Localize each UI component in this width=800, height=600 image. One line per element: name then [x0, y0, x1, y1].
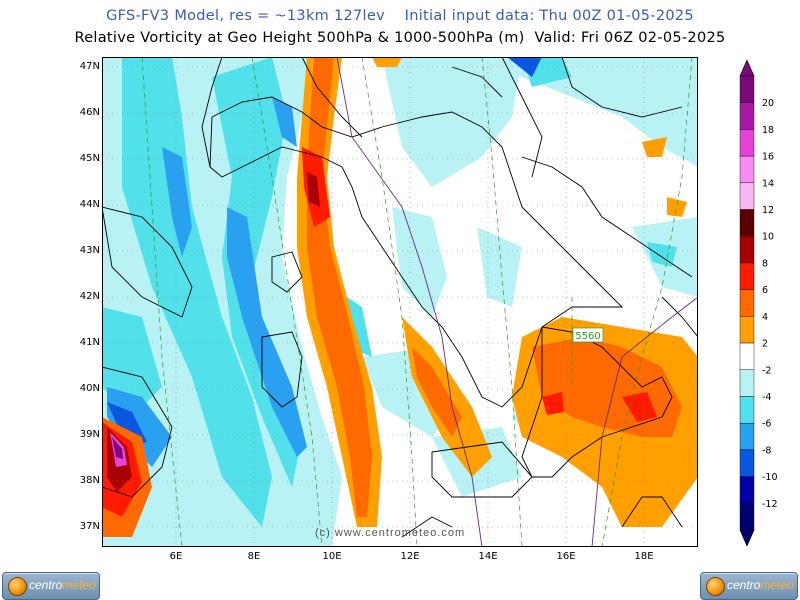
lon-label: 16E	[556, 551, 576, 562]
positive-vorticity-fields	[102, 57, 698, 537]
colorbar-segment	[739, 102, 755, 130]
colorbar-label: 6	[762, 285, 768, 296]
lon-label: 12E	[400, 551, 420, 562]
lat-label: 39N	[79, 429, 100, 440]
colorbar-segment	[739, 422, 755, 451]
lat-label: 37N	[79, 521, 100, 532]
colorbar-label: 20	[762, 98, 774, 109]
colorbar-label: 2	[762, 339, 768, 350]
colorbar-bottom-arrow	[739, 529, 755, 547]
forecast-map: 5560	[102, 57, 698, 547]
centrometeo-logo-right: centrometeo	[700, 572, 798, 600]
map-title-line1: GFS-FV3 Model, res = ~13km 127lev Initia…	[106, 8, 694, 24]
lat-label: 43N	[79, 245, 100, 256]
lat-label: 42N	[79, 291, 100, 302]
logo-wordmark-left: centrometeo	[29, 578, 96, 592]
colorbar-segment	[739, 209, 755, 237]
colorbar-segment	[739, 503, 755, 531]
colorbar-segment	[739, 155, 755, 184]
colorbar-label: -8	[762, 445, 771, 456]
logo-wordmark-right: centrometeo	[727, 578, 794, 592]
colorbar-segment	[739, 129, 755, 157]
lat-label: 45N	[79, 153, 100, 164]
lat-label: 46N	[79, 107, 100, 118]
colorbar-top-arrow	[739, 59, 755, 77]
colorbar-label: 12	[762, 205, 774, 216]
colorbar-label: 14	[762, 178, 774, 189]
colorbar-label: 10	[762, 232, 774, 243]
colorbar-segment	[739, 236, 755, 264]
globe-icon	[706, 577, 725, 596]
colorbar-segment	[739, 75, 755, 103]
centrometeo-logo-left: centrometeo	[2, 572, 100, 600]
colorbar-label: -2	[762, 365, 771, 376]
lat-label: 41N	[79, 337, 100, 348]
lon-label: 14E	[478, 551, 498, 562]
contour-label-5560: 5560	[572, 327, 604, 343]
watermark: (c) www.centrometeo.com	[315, 527, 466, 539]
contour-label-text: 5560	[575, 331, 600, 342]
colorbar-segment	[739, 476, 755, 504]
colorbar-label: -10	[762, 472, 778, 483]
colorbar-label: 8	[762, 258, 768, 269]
colorbar-segment	[739, 289, 755, 317]
lon-label: 6E	[169, 551, 183, 562]
colorbar-label: 18	[762, 125, 774, 136]
colorbar-label: -6	[762, 419, 771, 430]
geopotential-contours	[141, 57, 698, 547]
colorbar-segment	[739, 182, 755, 210]
colorbar-label: 16	[762, 152, 774, 163]
colorbar-segment	[739, 449, 755, 477]
colorbar-label: 4	[762, 312, 768, 323]
lat-lon-grid	[102, 57, 698, 547]
colorbar-segment	[739, 316, 755, 344]
lat-label: 47N	[79, 61, 100, 72]
globe-icon	[8, 577, 27, 596]
colorbar-label: -4	[762, 392, 771, 403]
colorbar-segment	[739, 342, 755, 370]
lon-label: 10E	[322, 551, 342, 562]
map-title-line2: Relative Vorticity at Geo Height 500hPa …	[74, 30, 726, 46]
coastlines-and-borders	[102, 57, 698, 538]
lat-label: 44N	[79, 199, 100, 210]
colorbar-segment	[739, 396, 755, 424]
lon-label: 18E	[634, 551, 654, 562]
lat-label: 38N	[79, 475, 100, 486]
colorbar-segment	[739, 369, 755, 397]
colorbar-segment	[739, 262, 755, 290]
colorbar-label: -12	[762, 499, 778, 510]
lon-label: 8E	[247, 551, 261, 562]
colorbar: 20 18 16 14 12 10 8 6 4 2 -2 -4 -6 -8 -10 -12	[732, 58, 800, 548]
lat-label: 40N	[79, 383, 100, 394]
